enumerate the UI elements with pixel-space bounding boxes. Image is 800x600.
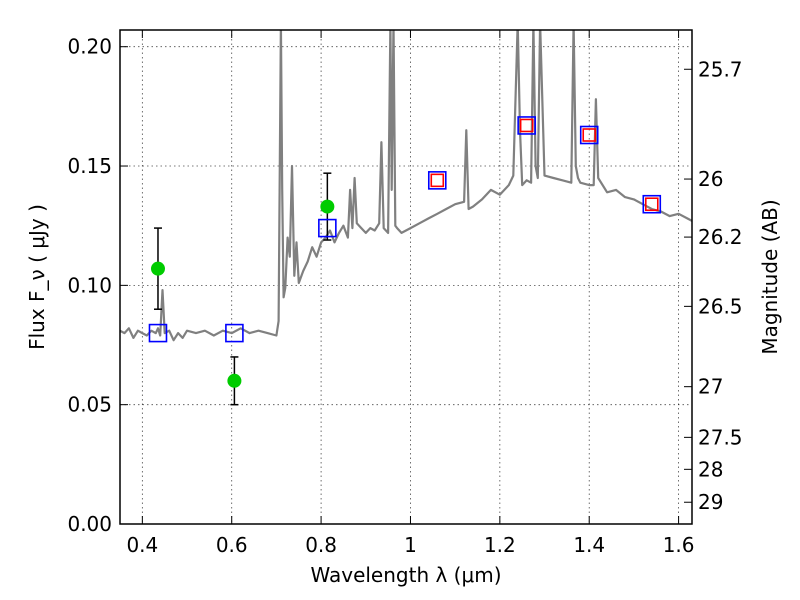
y2-tick-label: 27 (698, 375, 723, 399)
x-tick-label: 0.6 (216, 533, 248, 557)
spectrum-line (120, 30, 692, 342)
x-tick-label: 1 (404, 533, 417, 557)
model-point-red (644, 197, 659, 212)
y2-tick-label: 26 (698, 167, 723, 191)
model-point-blue (318, 218, 337, 238)
x-tick-label: 1.4 (573, 533, 605, 557)
y2-tick-label: 25.7 (698, 57, 743, 81)
y-tick-label: 0.15 (67, 154, 112, 178)
model-point-blue (579, 125, 599, 145)
y-tick-label: 0.10 (67, 273, 112, 297)
model-point-blue (225, 323, 244, 343)
x-tick-label: 0.8 (305, 533, 337, 557)
observed-point (227, 373, 242, 388)
model-point-red (430, 173, 445, 188)
y2-tick-label: 27.5 (698, 425, 743, 449)
x-tick-label: 0.4 (126, 533, 158, 557)
model-point-red (582, 128, 597, 142)
y-tick-label: 0.20 (67, 35, 112, 59)
y-tick-label: 0.05 (67, 393, 112, 417)
y2-tick-label: 28 (698, 457, 723, 481)
ticks (120, 30, 692, 525)
observed-point (320, 199, 335, 214)
y2-axis-label: Magnitude (AB) (758, 199, 782, 354)
y2-tick-label: 29 (698, 490, 723, 514)
model-point-red (519, 118, 534, 133)
y-tick-label: 0.00 (67, 512, 112, 536)
y-axis-label: Flux F_ν ( μJy ) (25, 204, 49, 350)
tick-labels: 0.4 0.6 0.8 1 1.2 1.4 1.6 0.00 0.05 0.10 0.15 0.20 2… (67, 35, 742, 557)
model-point-blue (427, 171, 447, 190)
x-axis-label: Wavelength λ (μm) (310, 563, 501, 587)
x-tick-label: 1.6 (663, 533, 695, 557)
model-point-blue (148, 323, 168, 343)
grid (120, 30, 692, 524)
y2-tick-label: 26.2 (698, 225, 743, 249)
y2-tick-label: 26.5 (698, 294, 743, 318)
plot-frame (119, 29, 693, 525)
model-point-blue (642, 194, 662, 214)
x-tick-label: 1.2 (484, 533, 516, 557)
observed-point (150, 261, 165, 276)
model-point-blue (517, 116, 536, 135)
plot-content (120, 30, 692, 406)
